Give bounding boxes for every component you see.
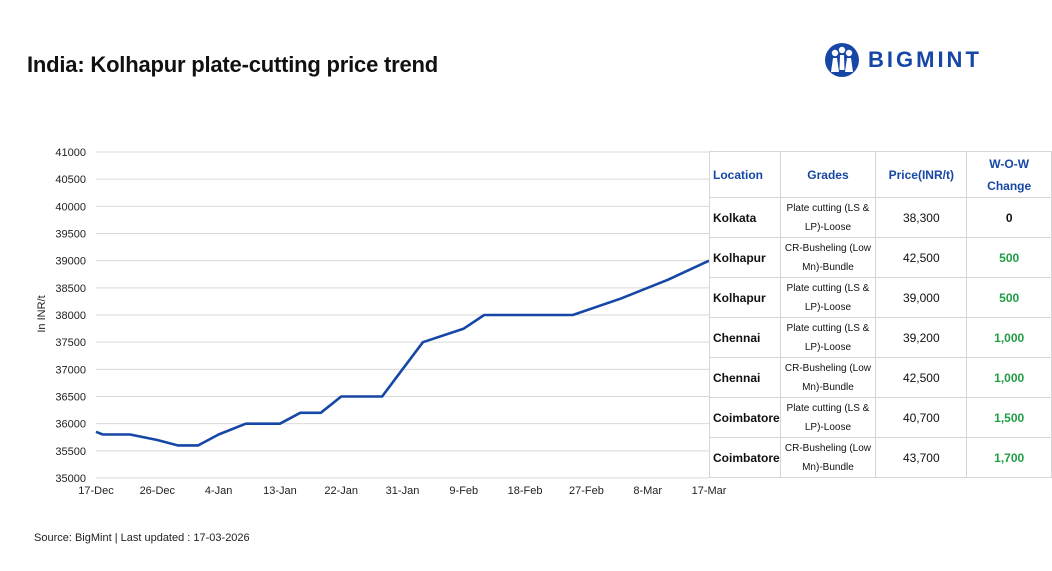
row-location: Kolhapur — [709, 237, 781, 278]
row-grade-line1: CR-Busheling (Low — [784, 362, 872, 374]
header-change-line1: W-O-W — [989, 156, 1030, 171]
y-axis-ticks: 41000 40500 40000 39500 39000 38500 38000 37500… — [55, 147, 86, 485]
y-tick-label: 38500 — [55, 283, 86, 295]
price-table: Location Grades Price(INR/t) W-O-W Chang… — [709, 151, 1052, 478]
x-tick-label: 17-Mar — [692, 485, 727, 497]
row-grade: Plate cutting (LS & LP)-Loose — [779, 277, 877, 318]
row-grade-line1: CR-Busheling (Low — [784, 442, 872, 454]
y-tick-label: 39000 — [55, 256, 86, 268]
x-tick-label: 18-Feb — [508, 485, 543, 497]
row-grade-line2: LP)-Loose — [804, 301, 852, 313]
row-grade: Plate cutting (LS & LP)-Loose — [779, 397, 877, 438]
row-location: Chennai — [709, 317, 781, 358]
row-grade-line2: Mn)-Bundle — [802, 461, 854, 473]
row-change: 1,700 — [966, 437, 1052, 478]
y-tick-label: 36000 — [55, 419, 86, 431]
x-tick-label: 22-Jan — [324, 485, 358, 497]
row-price: 40,700 — [875, 397, 968, 438]
row-change: 500 — [966, 237, 1052, 278]
brand-logo: BIGMINT — [824, 40, 982, 80]
header-grades: Grades — [779, 151, 877, 198]
y-tick-label: 35000 — [55, 473, 86, 485]
row-grade: CR-Busheling (Low Mn)-Bundle — [779, 357, 877, 398]
y-tick-label: 36500 — [55, 392, 86, 404]
row-price: 42,500 — [875, 237, 968, 278]
y-tick-label: 37500 — [55, 337, 86, 349]
row-change: 1,500 — [966, 397, 1052, 438]
row-location: Chennai — [709, 357, 781, 398]
row-change: 1,000 — [966, 317, 1052, 358]
table-row: Chennai Plate cutting (LS & LP)-Loose 39,20… — [709, 317, 1052, 358]
y-tick-label: 35500 — [55, 446, 86, 458]
header-change: W-O-W Change — [966, 151, 1052, 198]
row-price: 42,500 — [875, 357, 968, 398]
table-row: Kolkata Plate cutting (LS & LP)-Loose 38,30… — [709, 197, 1052, 238]
y-tick-label: 37000 — [55, 364, 86, 376]
row-location: Kolkata — [709, 197, 781, 238]
page-title: India: Kolhapur plate-cutting price tren… — [27, 52, 439, 77]
row-grade-line1: Plate cutting (LS & — [786, 202, 870, 214]
row-price: 38,300 — [875, 197, 968, 238]
row-grade-line2: LP)-Loose — [804, 421, 852, 433]
header-price: Price(INR/t) — [875, 151, 968, 198]
header-change-line2: Change — [987, 178, 1032, 193]
table-row: Kolhapur CR-Busheling (Low Mn)-Bundle 42,50… — [709, 237, 1052, 278]
row-grade-line2: Mn)-Bundle — [802, 261, 854, 273]
y-tick-label: 40500 — [55, 174, 86, 186]
bigmint-logo-icon — [825, 43, 859, 77]
x-tick-label: 4-Jan — [205, 485, 233, 497]
table-row: Coimbatore Plate cutting (LS & LP)-Loose 40… — [709, 397, 1052, 438]
row-price: 39,200 — [875, 317, 968, 358]
brand-name: BIGMINT — [868, 47, 982, 72]
row-grade: Plate cutting (LS & LP)-Loose — [779, 197, 877, 238]
x-tick-label: 8-Mar — [633, 485, 662, 497]
row-change: 1,000 — [966, 357, 1052, 398]
row-grade-line2: LP)-Loose — [804, 221, 852, 233]
x-tick-label: 31-Jan — [386, 485, 420, 497]
row-location: Coimbatore — [709, 437, 781, 478]
series-layer — [95, 259, 710, 447]
header-location: Location — [709, 151, 781, 198]
row-price: 43,700 — [875, 437, 968, 478]
row-grade: CR-Busheling (Low Mn)-Bundle — [779, 237, 877, 278]
x-tick-label: 27-Feb — [569, 485, 604, 497]
row-price: 39,000 — [875, 277, 968, 318]
table-row: Kolhapur Plate cutting (LS & LP)-Loose 39,0… — [709, 277, 1052, 318]
y-tick-label: 38000 — [55, 310, 86, 322]
row-grade-line1: CR-Busheling (Low — [784, 242, 872, 254]
row-grade: Plate cutting (LS & LP)-Loose — [779, 317, 877, 358]
y-axis-label: In INR/t — [36, 295, 48, 332]
row-grade-line1: Plate cutting (LS & — [786, 402, 870, 414]
y-tick-label: 41000 — [55, 147, 86, 159]
y-tick-label: 40000 — [55, 201, 86, 213]
table-header-row: Location Grades Price(INR/t) W-O-W Chang… — [709, 151, 1052, 198]
row-change: 0 — [966, 197, 1052, 238]
row-change: 500 — [966, 277, 1052, 318]
x-tick-label: 13-Jan — [263, 485, 297, 497]
series-line — [95, 259, 710, 447]
row-grade-line1: Plate cutting (LS & — [786, 322, 870, 334]
y-tick-label: 39500 — [55, 229, 86, 241]
row-grade-line2: LP)-Loose — [804, 341, 852, 353]
row-grade: CR-Busheling (Low Mn)-Bundle — [779, 437, 877, 478]
gridlines — [96, 151, 709, 479]
row-location: Coimbatore — [709, 397, 781, 438]
x-tick-label: 26-Dec — [140, 485, 176, 497]
x-tick-label: 17-Dec — [78, 485, 114, 497]
source-note: Source: BigMint | Last updated : 17-03-2… — [34, 532, 250, 544]
row-location: Kolhapur — [709, 277, 781, 318]
table-row: Coimbatore CR-Busheling (Low Mn)-Bundle 43,… — [709, 437, 1052, 478]
table-row: Chennai CR-Busheling (Low Mn)-Bundle 42,500… — [709, 357, 1052, 398]
row-grade-line1: Plate cutting (LS & — [786, 282, 870, 294]
x-axis-ticks: 17-Dec 26-Dec 4-Jan 13-Jan 22-Jan 31-Jan 9-Feb… — [78, 485, 726, 497]
x-tick-label: 9-Feb — [449, 485, 478, 497]
row-grade-line2: Mn)-Bundle — [802, 381, 854, 393]
